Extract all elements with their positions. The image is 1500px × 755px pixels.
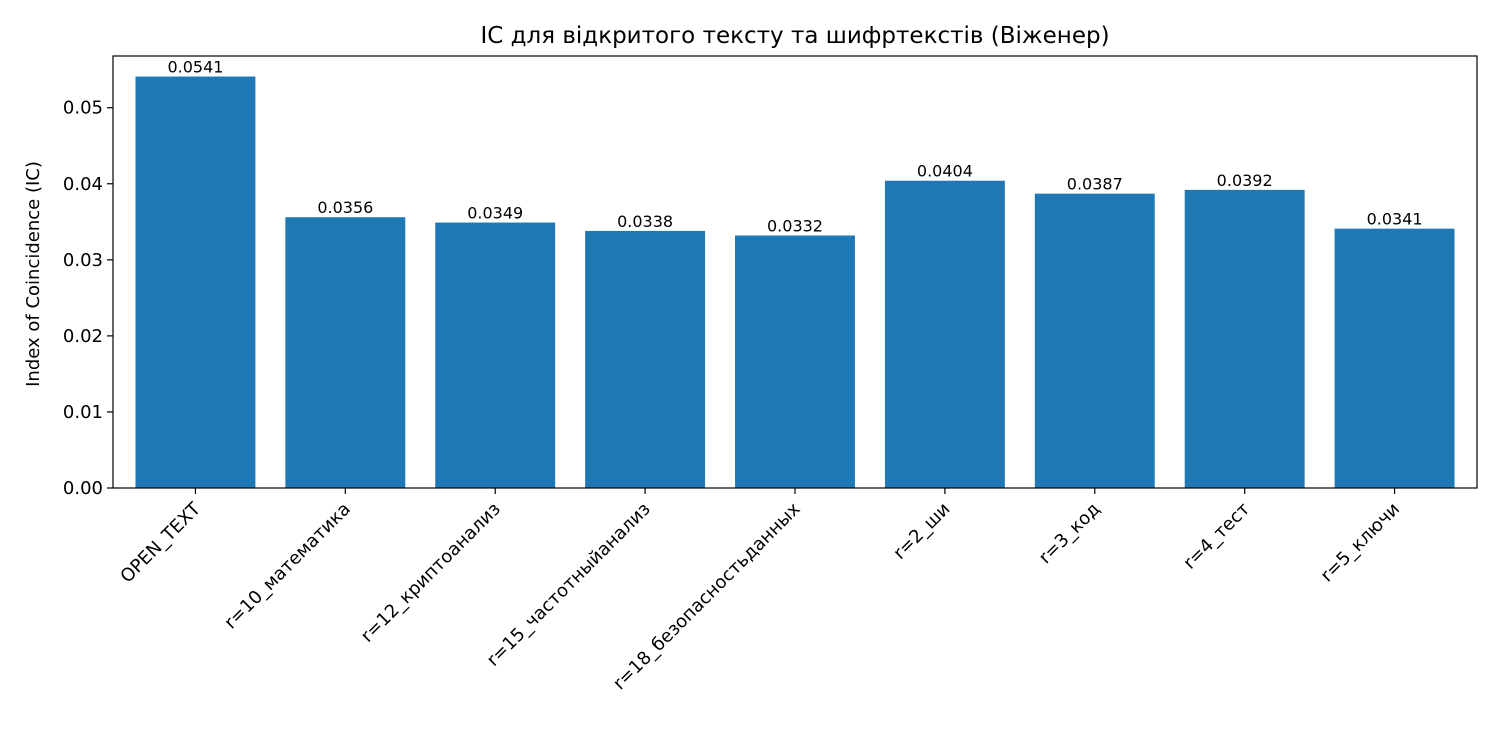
bar — [1034, 193, 1155, 488]
bar-value-label: 0.0541 — [167, 58, 223, 77]
bar-value-label: 0.0341 — [1367, 210, 1423, 229]
bar-value-label: 0.0356 — [317, 198, 373, 217]
y-tick-label: 0.01 — [63, 402, 103, 423]
bar — [585, 230, 706, 488]
bar-value-label: 0.0392 — [1217, 171, 1273, 190]
y-tick-label: 0.00 — [63, 478, 103, 499]
y-tick-label: 0.02 — [63, 326, 103, 347]
bar-value-label: 0.0404 — [917, 162, 973, 181]
x-tick-label: r=4_тест — [1179, 499, 1254, 574]
chart-title: IC для відкритого тексту та шифртекстів … — [480, 23, 1109, 49]
y-tick-label: 0.04 — [63, 174, 103, 195]
x-tick-label: r=2_ши — [889, 499, 954, 564]
bar — [135, 76, 256, 488]
bar-value-label: 0.0332 — [767, 216, 823, 235]
bar — [735, 235, 855, 488]
bar — [1334, 228, 1455, 488]
bar — [1184, 189, 1305, 489]
bar-value-label: 0.0338 — [617, 212, 673, 231]
bar — [884, 180, 1005, 489]
bar-value-label: 0.0349 — [467, 204, 523, 223]
y-tick-label: 0.05 — [63, 98, 103, 119]
x-tick-label: OPEN_TEXT — [116, 498, 205, 587]
bar — [435, 222, 556, 488]
bar-value-label: 0.0387 — [1067, 175, 1123, 194]
x-tick-label: r=5_ключи — [1317, 499, 1405, 587]
x-tick-label: r=3_код — [1035, 499, 1104, 568]
axes-frame — [112, 55, 1478, 489]
y-axis-label: Index of Coincidence (IC) — [23, 161, 44, 387]
x-tick-label: r=15_частотныйанализ — [483, 499, 655, 671]
x-tick-label: r=10_математика — [220, 499, 355, 634]
y-tick-label: 0.03 — [63, 250, 103, 271]
x-tick-label: r=12_криптоанализ — [357, 499, 505, 647]
bar — [285, 217, 406, 489]
plot-area: 0.0541 OPEN_TEXT 0.0356 r=10_математика 0.03… — [63, 55, 1478, 694]
